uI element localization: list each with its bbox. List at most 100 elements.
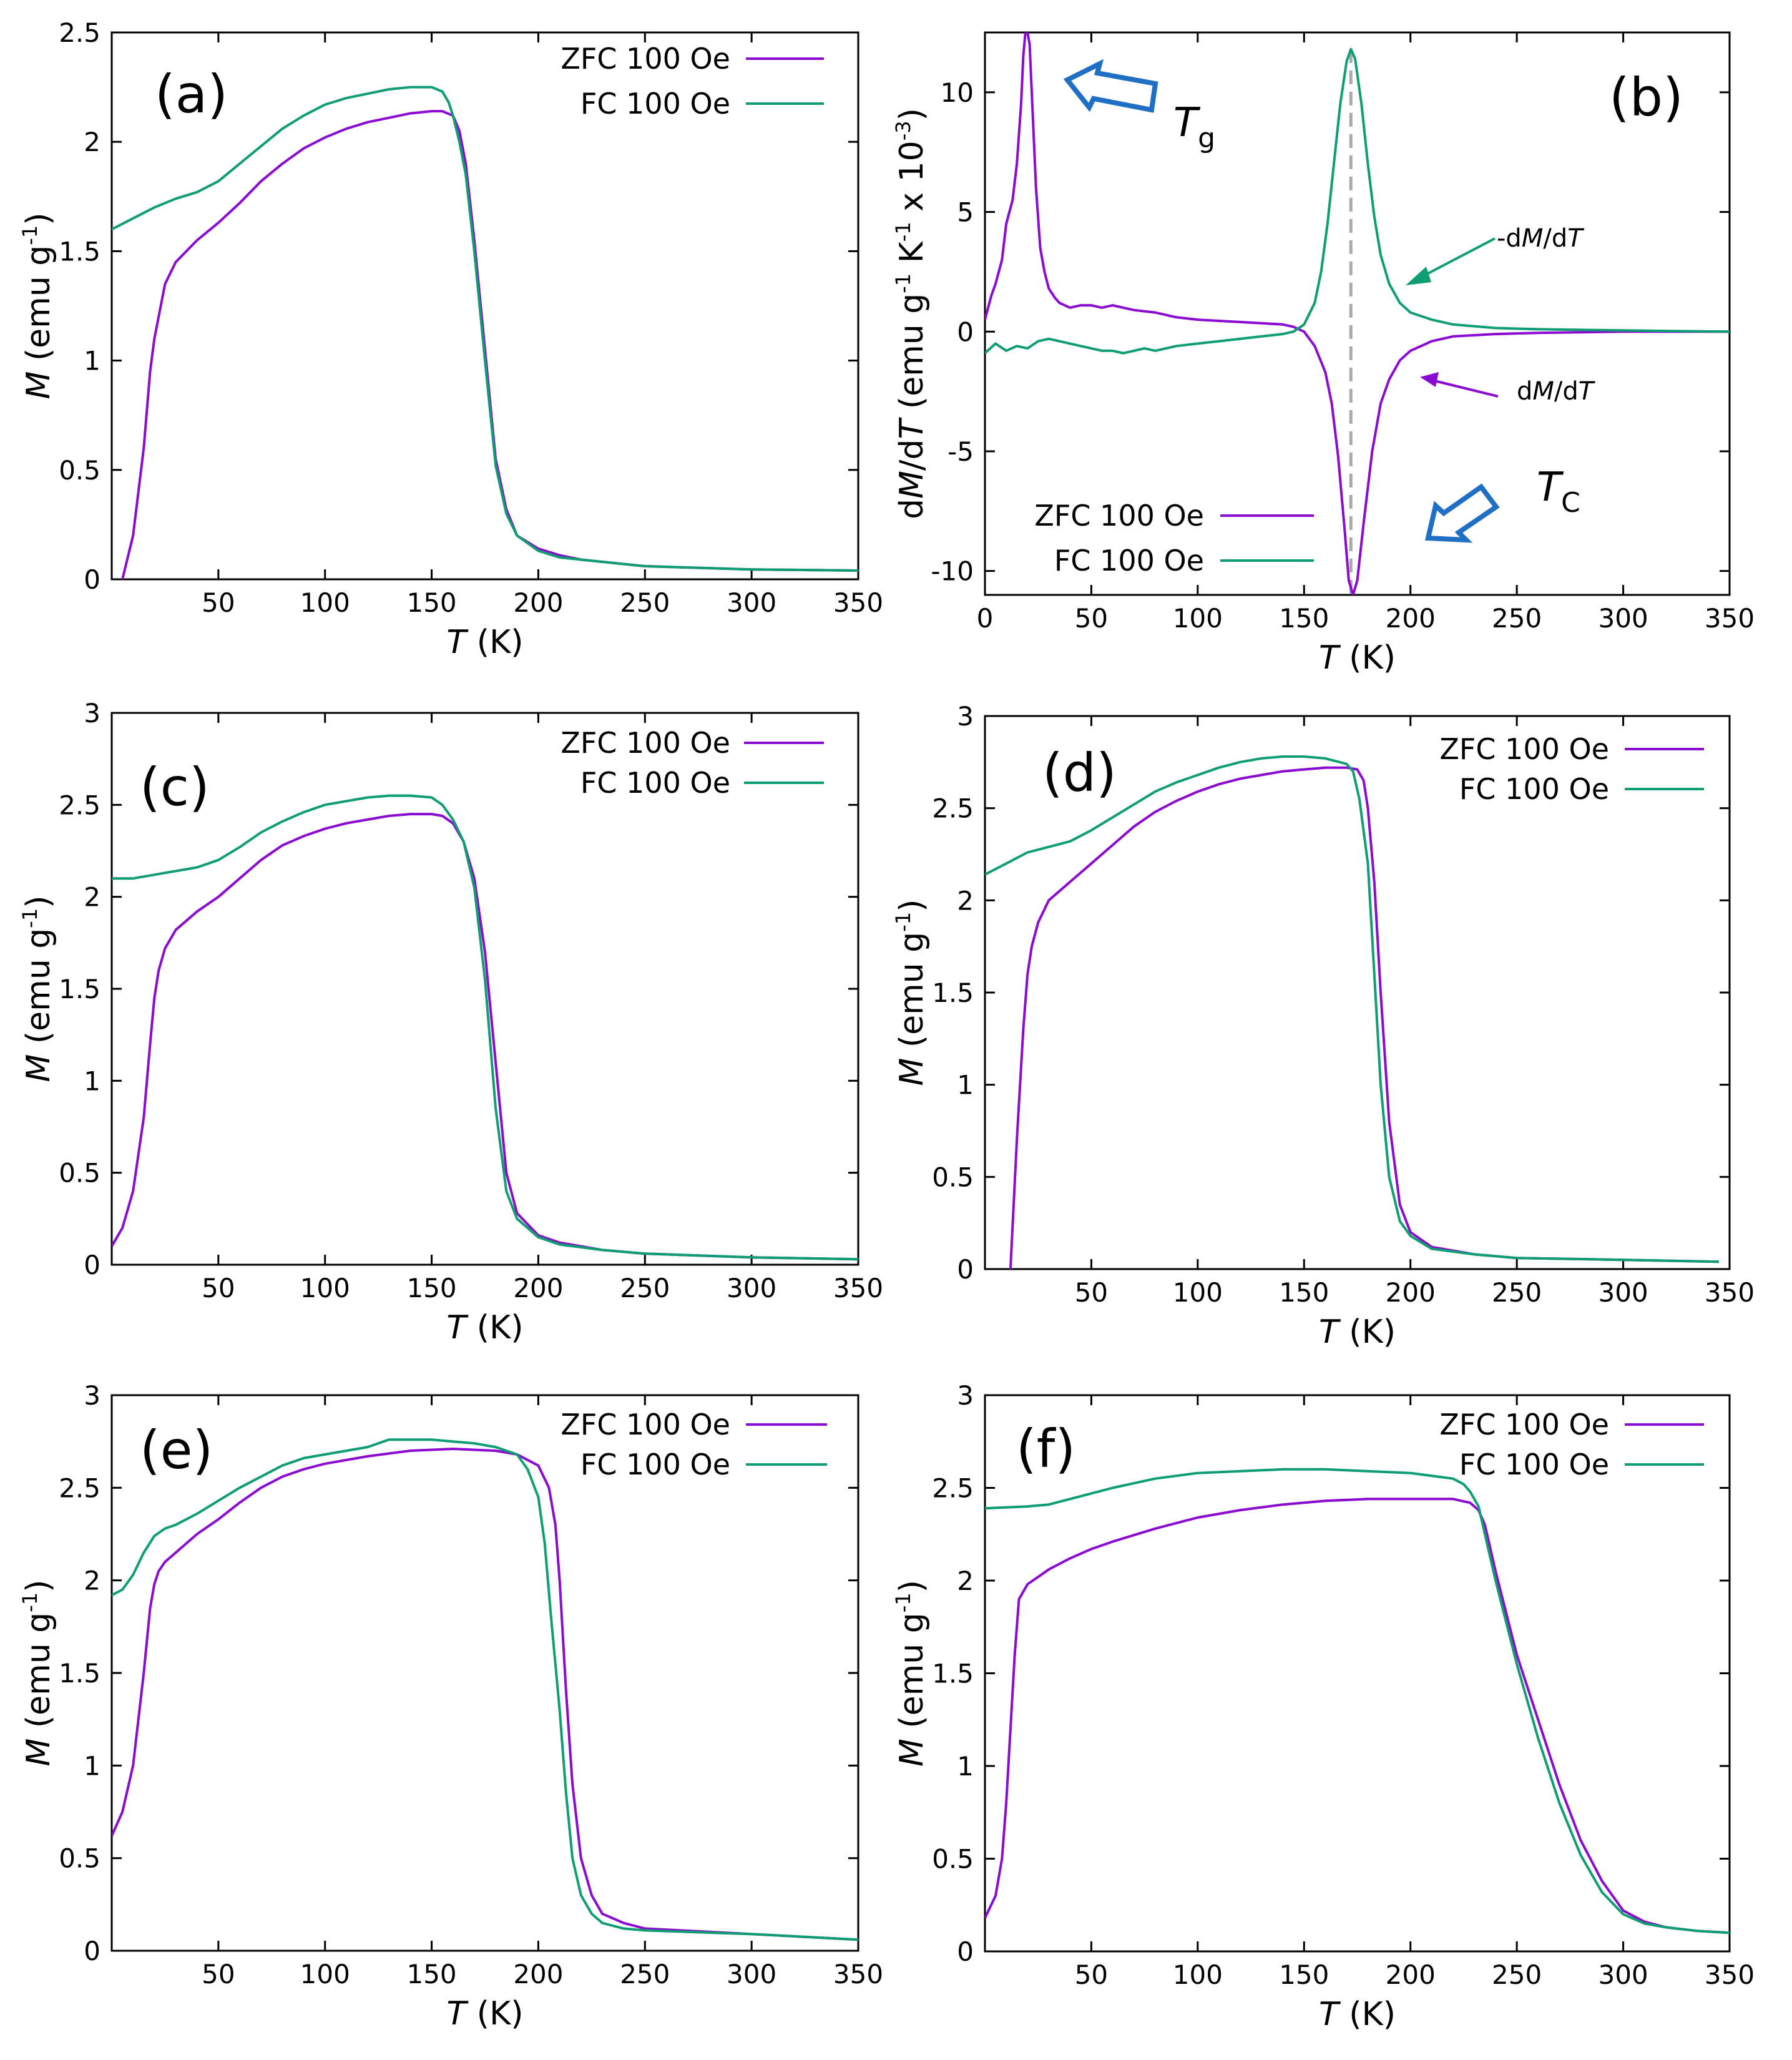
fc-series-line bbox=[112, 794, 858, 1261]
zfc-series-line bbox=[985, 1498, 1730, 1935]
x-axis-label: T (K) bbox=[447, 624, 524, 661]
panel-e: 50 100 150 200 250 300 350 0 0.5 1 1.5 2 2.5 3 T (K) M … bbox=[18, 1380, 883, 2033]
legend-label: ZFC 100 Oe bbox=[1439, 732, 1609, 766]
x-tick-label: 200 bbox=[1386, 1959, 1436, 1990]
x-tick-label: 100 bbox=[1173, 1277, 1223, 1308]
annot-symbol: M bbox=[1532, 377, 1554, 406]
y-axis-unit: (emu g bbox=[893, 1612, 931, 1739]
y-tick-label: 10 bbox=[941, 77, 974, 108]
y-axis-symbol: M bbox=[20, 1739, 57, 1767]
y-tick-label: 2.5 bbox=[932, 1473, 974, 1504]
x-tick-label: 300 bbox=[1598, 1277, 1648, 1308]
x-tick-label: 200 bbox=[1386, 1277, 1436, 1308]
y-axis-symbol: M bbox=[893, 1058, 931, 1086]
panel-label: (b) bbox=[1609, 67, 1683, 128]
x-tick-label: 250 bbox=[1492, 603, 1542, 634]
y-tick-label: 2 bbox=[84, 127, 100, 157]
panel-label: (a) bbox=[155, 64, 228, 125]
fc-series-line bbox=[985, 47, 1730, 355]
y-tick-label: 2.5 bbox=[59, 17, 100, 48]
zfc-series-line bbox=[1009, 766, 1720, 1269]
y-tick-label: 1.5 bbox=[59, 1658, 100, 1689]
tg-symbol: T bbox=[1173, 100, 1201, 146]
annot-symbol: T bbox=[1579, 377, 1596, 406]
x-tick-label: 100 bbox=[300, 1273, 350, 1303]
y-tick-label: 3 bbox=[84, 1380, 100, 1411]
panel-f: 50 100 150 200 250 300 350 0 0.5 1 1.5 2 2.5 3 T (K) M … bbox=[891, 1380, 1755, 2033]
annot-symbol: T bbox=[1567, 224, 1585, 253]
fc-series-line bbox=[112, 1438, 858, 1941]
y-tick-label: 2 bbox=[84, 882, 100, 913]
panel-a: 50 100 150 200 250 300 350 0 0.5 1 1.5 2 2.5 T (K) M (… bbox=[18, 17, 883, 661]
x-tick-label: 250 bbox=[620, 587, 670, 618]
x-tick-label: 200 bbox=[513, 1959, 563, 1989]
x-axis-symbol: T bbox=[447, 1309, 469, 1346]
x-axis-unit: (K) bbox=[1339, 1996, 1396, 2033]
x-tick-label: 200 bbox=[513, 1273, 563, 1303]
y-tick-label: 5 bbox=[957, 197, 974, 228]
x-axis-symbol: T bbox=[447, 1995, 469, 2033]
tc-label: TC bbox=[1537, 464, 1580, 519]
y-tick-label: 2.5 bbox=[59, 1473, 100, 1503]
y-tick-label: 0 bbox=[84, 1250, 100, 1280]
x-tick-label: 200 bbox=[513, 587, 563, 618]
y-axis-symbol: M bbox=[20, 1054, 57, 1082]
annot-part: /d bbox=[1554, 377, 1579, 406]
y-axis-unit: (emu g bbox=[20, 245, 57, 371]
zfc-series-line bbox=[112, 1448, 858, 1941]
y-axis-superscript: -1 bbox=[891, 912, 915, 932]
y-axis-symbol: T bbox=[893, 416, 931, 439]
y-axis-unit: x 10 bbox=[893, 140, 931, 222]
y-axis-unit-close: ) bbox=[893, 899, 931, 911]
y-axis-unit: (emu g bbox=[893, 293, 931, 419]
y-tick-label: 1 bbox=[957, 1751, 974, 1782]
legend-label: FC 100 Oe bbox=[1054, 544, 1204, 577]
y-tick-label: 0 bbox=[957, 316, 974, 347]
y-tick-label: 0.5 bbox=[59, 1843, 100, 1874]
panel-label: (e) bbox=[140, 1420, 213, 1481]
legend-label: ZFC 100 Oe bbox=[561, 726, 730, 760]
annot-symbol: M bbox=[1522, 224, 1544, 253]
y-tick-label: 2 bbox=[84, 1566, 100, 1596]
y-axis-label: M (emu g-1) bbox=[18, 212, 57, 399]
panel-label: (f) bbox=[1016, 1418, 1075, 1479]
x-tick-label: 250 bbox=[620, 1959, 670, 1989]
x-axis-symbol: T bbox=[1319, 639, 1341, 677]
x-tick-label: 300 bbox=[727, 1959, 776, 1989]
x-axis-label: T (K) bbox=[447, 1309, 524, 1346]
y-axis-superscript: -1 bbox=[18, 908, 42, 928]
x-tick-label: 100 bbox=[1173, 1959, 1223, 1990]
legend-label: ZFC 100 Oe bbox=[561, 1408, 730, 1441]
y-axis-label: M (emu g-1) bbox=[18, 1579, 57, 1766]
x-axis-unit: (K) bbox=[466, 624, 523, 661]
annot-part: d bbox=[1517, 377, 1532, 406]
y-tick-label: 1 bbox=[84, 1066, 100, 1096]
tg-subscript: g bbox=[1198, 122, 1215, 154]
y-axis-unit-close: ) bbox=[20, 1579, 57, 1592]
neg-dmdt-label: -dM/dT bbox=[1497, 224, 1585, 253]
y-axis-label: M (emu g-1) bbox=[891, 899, 931, 1086]
x-axis-label: T (K) bbox=[447, 1995, 524, 2033]
y-tick-label: 1 bbox=[84, 346, 100, 376]
x-tick-label: 50 bbox=[1075, 1277, 1108, 1308]
y-tick-label: 1.5 bbox=[932, 978, 974, 1008]
x-tick-label: 50 bbox=[202, 1273, 235, 1303]
zfc-series-line bbox=[121, 110, 858, 579]
y-axis-unit: (emu g bbox=[893, 932, 931, 1058]
x-axis-unit: (K) bbox=[1339, 1313, 1396, 1351]
y-axis-label: M (emu g-1) bbox=[891, 1580, 931, 1767]
plot-frame bbox=[110, 1394, 859, 1952]
x-tick-label: 100 bbox=[300, 587, 350, 618]
x-tick-label: 150 bbox=[1279, 1277, 1329, 1308]
y-axis-label: M (emu g-1) bbox=[18, 895, 57, 1082]
x-tick-label: 350 bbox=[1705, 603, 1755, 634]
dmdt-arrowhead bbox=[1420, 372, 1439, 387]
panel-label: (d) bbox=[1042, 742, 1117, 803]
y-axis-superscript: -1 bbox=[18, 225, 42, 245]
y-tick-label: 0.5 bbox=[932, 1844, 974, 1875]
x-tick-label: 50 bbox=[202, 1959, 235, 1989]
y-axis-unit: (emu g bbox=[20, 928, 57, 1054]
y-axis-superscript: -1 bbox=[891, 1592, 915, 1612]
